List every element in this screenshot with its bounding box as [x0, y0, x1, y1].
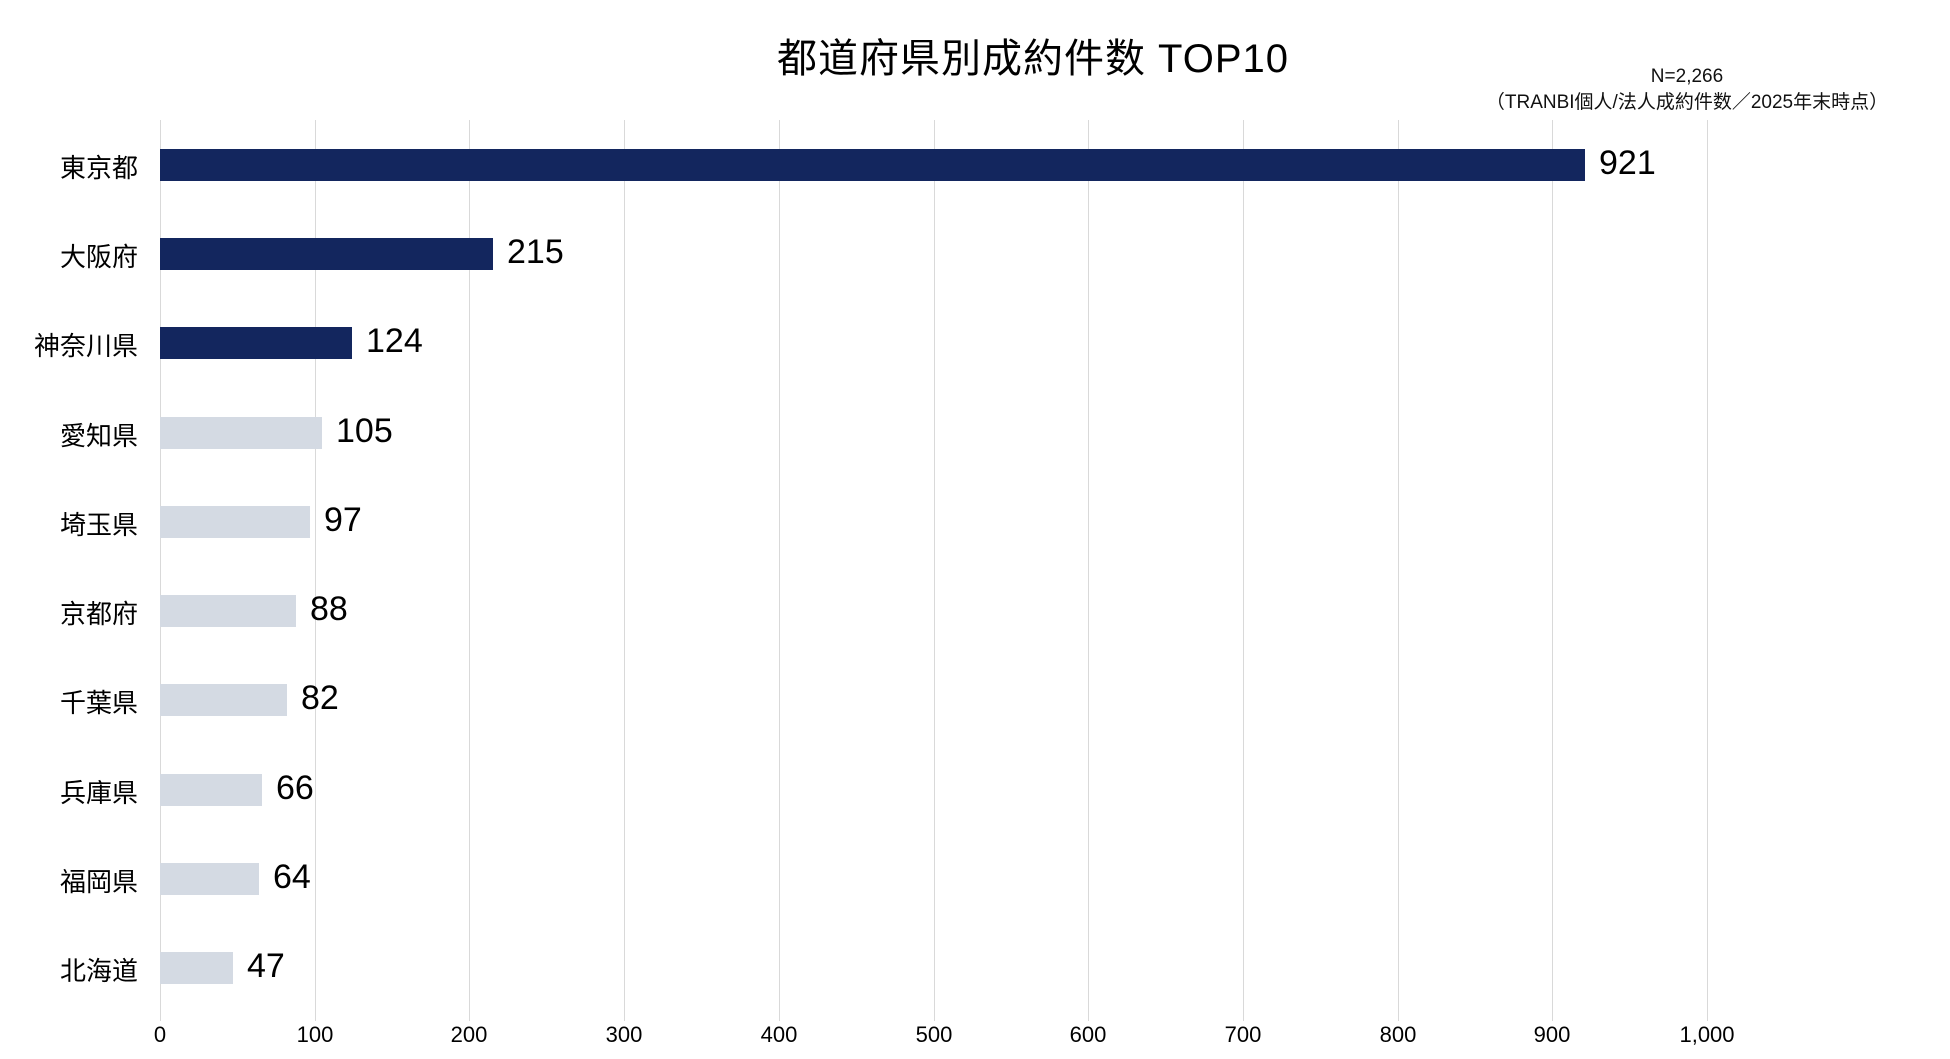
tick-mark-300	[624, 1013, 625, 1021]
annotation-sample-size: N=2,266	[1650, 66, 1724, 87]
value-label-北海道: 47	[247, 947, 285, 985]
x-tick-label-200: 200	[450, 1022, 488, 1047]
value-label-神奈川県: 124	[366, 322, 423, 360]
gridline-700	[1243, 120, 1244, 1013]
gridline-800	[1398, 120, 1399, 1013]
category-label-大阪府: 大阪府	[59, 242, 138, 272]
tick-mark-0	[160, 1013, 161, 1021]
tick-mark-700	[1243, 1013, 1244, 1021]
bar-東京都	[160, 149, 1585, 181]
x-tick-label-0: 0	[153, 1022, 167, 1047]
tick-mark-200	[469, 1013, 470, 1021]
value-label-千葉県: 82	[301, 679, 339, 717]
x-tick-label-600: 600	[1069, 1022, 1107, 1047]
bar-埼玉県	[160, 506, 310, 538]
category-label-京都府: 京都府	[59, 599, 138, 629]
bar-福岡県	[160, 863, 259, 895]
gridline-300	[624, 120, 625, 1013]
value-label-兵庫県: 66	[276, 769, 314, 807]
category-label-福岡県: 福岡県	[59, 867, 138, 897]
value-label-京都府: 88	[310, 590, 348, 628]
value-label-埼玉県: 97	[324, 501, 362, 539]
gridline-500	[934, 120, 935, 1013]
x-tick-label-100: 100	[296, 1022, 334, 1047]
value-label-大阪府: 215	[507, 233, 564, 271]
value-label-福岡県: 64	[273, 858, 311, 896]
tick-mark-600	[1088, 1013, 1089, 1021]
bar-千葉県	[160, 684, 287, 716]
value-label-愛知県: 105	[336, 412, 393, 450]
tick-mark-900	[1552, 1013, 1553, 1021]
gridline-100	[315, 120, 316, 1013]
gridline-200	[469, 120, 470, 1013]
bar-神奈川県	[160, 327, 352, 359]
gridline-400	[779, 120, 780, 1013]
tick-mark-500	[934, 1013, 935, 1021]
category-label-北海道: 北海道	[59, 956, 138, 986]
x-tick-label-400: 400	[760, 1022, 798, 1047]
bar-愛知県	[160, 417, 322, 449]
x-tick-label-1,000: 1,000	[1679, 1022, 1735, 1047]
chart-annotation: N=2,266 （TRANBI個人/法人成約件数／2025年末時点）	[1486, 64, 1888, 115]
bar-兵庫県	[160, 774, 262, 806]
gridline-600	[1088, 120, 1089, 1013]
category-label-東京都: 東京都	[59, 153, 138, 183]
category-label-埼玉県: 埼玉県	[59, 510, 138, 540]
plot-area: 921 215 124 105 97 88 82 66 64 47	[160, 120, 1708, 1013]
x-tick-label-300: 300	[605, 1022, 643, 1047]
bar-京都府	[160, 595, 296, 627]
chart-title: 都道府県別成約件数 TOP10	[776, 37, 1290, 81]
x-tick-label-900: 900	[1533, 1022, 1571, 1047]
tick-mark-400	[779, 1013, 780, 1021]
value-label-東京都: 921	[1599, 144, 1656, 182]
gridline-1,000	[1707, 120, 1708, 1013]
x-tick-label-800: 800	[1379, 1022, 1417, 1047]
tick-mark-1,000	[1707, 1013, 1708, 1021]
category-label-愛知県: 愛知県	[59, 421, 138, 451]
annotation-source-note: （TRANBI個人/法人成約件数／2025年末時点）	[1485, 91, 1889, 113]
tick-mark-800	[1398, 1013, 1399, 1021]
x-tick-label-700: 700	[1224, 1022, 1262, 1047]
category-label-兵庫県: 兵庫県	[59, 778, 138, 808]
gridline-0	[160, 120, 161, 1013]
x-tick-label-500: 500	[915, 1022, 953, 1047]
category-label-千葉県: 千葉県	[59, 688, 138, 718]
tick-mark-100	[315, 1013, 316, 1021]
gridline-900	[1552, 120, 1553, 1013]
bar-大阪府	[160, 238, 493, 270]
category-label-神奈川県: 神奈川県	[33, 331, 138, 361]
bar-北海道	[160, 952, 233, 984]
